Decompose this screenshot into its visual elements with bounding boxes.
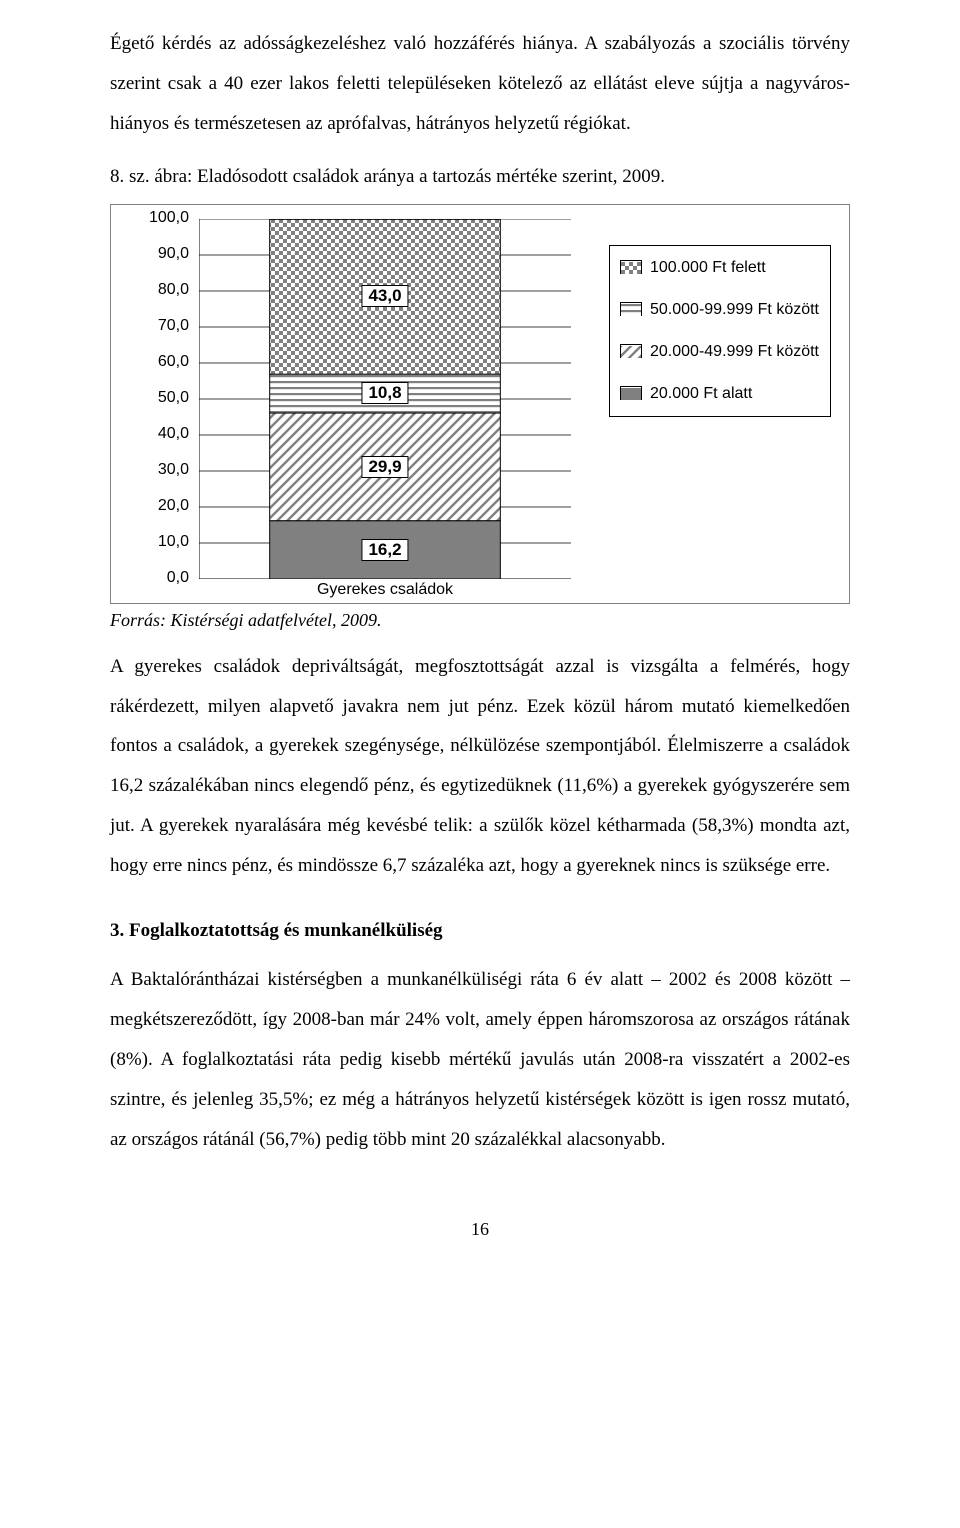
legend-swatch <box>620 344 642 358</box>
chart-frame: 0,0 10,0 20,0 30,0 40,0 50,0 60,0 70,0 80,0 90,0 1… <box>110 204 850 604</box>
page-number: 16 <box>110 1219 850 1240</box>
figure-caption: 8. sz. ábra: Eladósodott családok aránya… <box>110 158 850 196</box>
legend-label: 100.000 Ft felett <box>650 258 820 278</box>
legend-item: 100.000 Ft felett <box>620 258 820 278</box>
legend-swatch <box>620 260 642 274</box>
paragraph-2: A gyerekes családok depriváltságát, megf… <box>110 647 850 886</box>
document-page: Égető kérdés az adósságkezeléshez való h… <box>0 0 960 1280</box>
y-tick-label: 100,0 <box>149 209 199 227</box>
legend-item: 50.000-99.999 Ft között <box>620 300 820 320</box>
y-tick-label: 70,0 <box>158 317 199 335</box>
y-tick-label: 90,0 <box>158 245 199 263</box>
y-tick-label: 50,0 <box>158 389 199 407</box>
y-tick-label: 30,0 <box>158 461 199 479</box>
y-tick-label: 60,0 <box>158 353 199 371</box>
bar-value-label: 29,9 <box>361 456 408 478</box>
y-tick-label: 20,0 <box>158 497 199 515</box>
paragraph-1: Égető kérdés az adósságkezeléshez való h… <box>110 24 850 144</box>
y-tick-label: 10,0 <box>158 533 199 551</box>
bar-value-label: 10,8 <box>361 382 408 404</box>
bar-value-label: 16,2 <box>361 539 408 561</box>
figure-source: Forrás: Kistérségi adatfelvétel, 2009. <box>110 610 850 631</box>
y-tick-label: 0,0 <box>167 569 199 587</box>
legend-item: 20.000-49.999 Ft között <box>620 342 820 362</box>
chart-legend: 100.000 Ft felett 50.000-99.999 Ft között… <box>609 245 831 417</box>
legend-label: 20.000-49.999 Ft között <box>650 342 820 362</box>
legend-swatch <box>620 302 642 316</box>
legend-label: 20.000 Ft alatt <box>650 384 820 404</box>
bar-value-label: 43,0 <box>361 285 408 307</box>
legend-swatch <box>620 386 642 400</box>
legend-item: 20.000 Ft alatt <box>620 384 820 404</box>
chart-x-label: Gyerekes családok <box>199 581 571 599</box>
paragraph-3: A Baktalórántházai kistérségben a munkan… <box>110 960 850 1159</box>
chart-plot: 0,010,020,030,040,050,060,070,080,090,01… <box>199 219 571 579</box>
y-tick-label: 40,0 <box>158 425 199 443</box>
section-heading: 3. Foglalkoztatottság és munkanélküliség <box>110 920 850 942</box>
y-tick-label: 80,0 <box>158 281 199 299</box>
legend-label: 50.000-99.999 Ft között <box>650 300 820 320</box>
